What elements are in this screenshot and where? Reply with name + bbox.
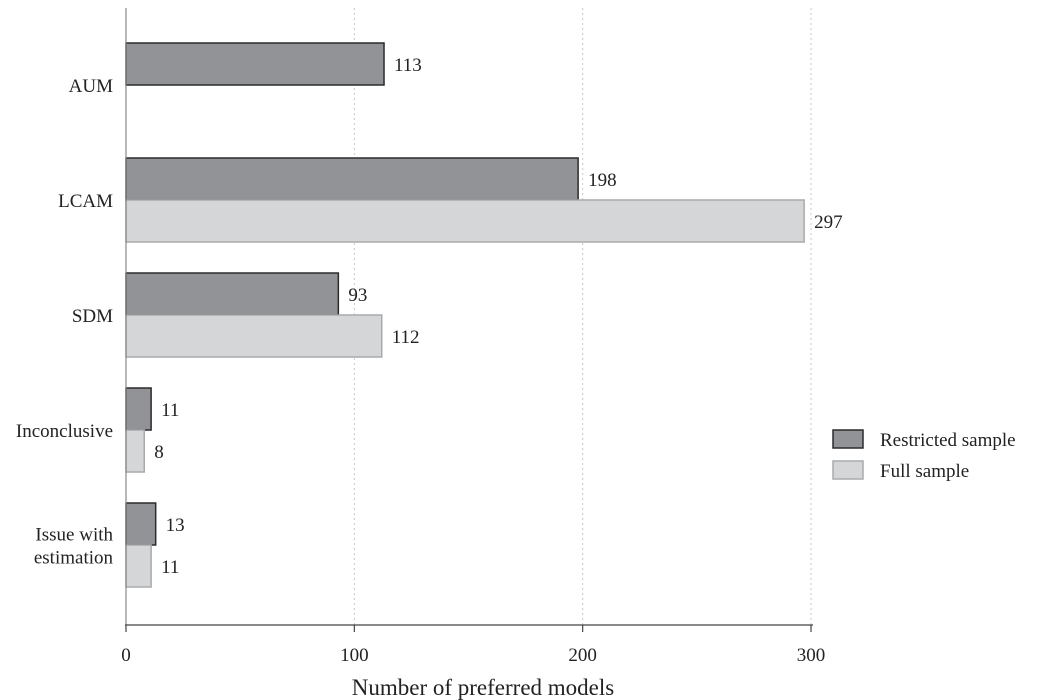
bar-full (125, 199, 805, 243)
bar-value-label: 93 (348, 285, 367, 306)
bar-value-label: 13 (166, 515, 185, 536)
category-labels: AUM LCAM SDM Inconclusive Issue withestimati… (16, 76, 114, 569)
value-labels: 113 198 297 93 112 11 8 13 11 (154, 55, 842, 578)
bar-value-label: 11 (161, 400, 179, 421)
legend-label: Full sample (880, 461, 969, 482)
bars (125, 42, 805, 588)
category-label: Inconclusive (16, 421, 113, 442)
x-ticks: 0 100 200 300 (121, 625, 825, 666)
bar-full (125, 544, 152, 588)
x-axis-title: Number of preferred models (352, 675, 615, 700)
category-label: estimation (34, 548, 114, 569)
grid-lines (353, 8, 812, 625)
bar-restricted (125, 272, 340, 316)
bar-value-label: 198 (588, 170, 617, 191)
category-label: SDM (72, 306, 113, 327)
bar-value-label: 297 (814, 212, 843, 233)
bar-restricted (125, 157, 579, 201)
legend: Restricted sample Full sample (832, 429, 1016, 482)
bar-restricted (125, 502, 157, 546)
bar-value-label: 11 (161, 557, 179, 578)
legend-label: Restricted sample (880, 430, 1016, 451)
bar-value-label: 113 (394, 55, 422, 76)
x-tick-label: 100 (340, 645, 369, 666)
category-label: LCAM (58, 191, 113, 212)
bar-restricted (125, 387, 152, 431)
category-label: Issue with (35, 525, 113, 546)
axes (125, 8, 813, 626)
bar-value-label: 8 (154, 442, 164, 463)
category-label: AUM (69, 76, 113, 97)
x-tick-label: 0 (121, 645, 131, 666)
bar-restricted (125, 42, 385, 86)
x-tick-label: 300 (797, 645, 826, 666)
bar-value-label: 112 (392, 327, 420, 348)
legend-swatch-full (832, 460, 864, 480)
legend-swatch-restricted (832, 429, 864, 449)
x-tick-label: 200 (568, 645, 597, 666)
bar-full (125, 314, 383, 358)
bar-full (125, 429, 146, 473)
